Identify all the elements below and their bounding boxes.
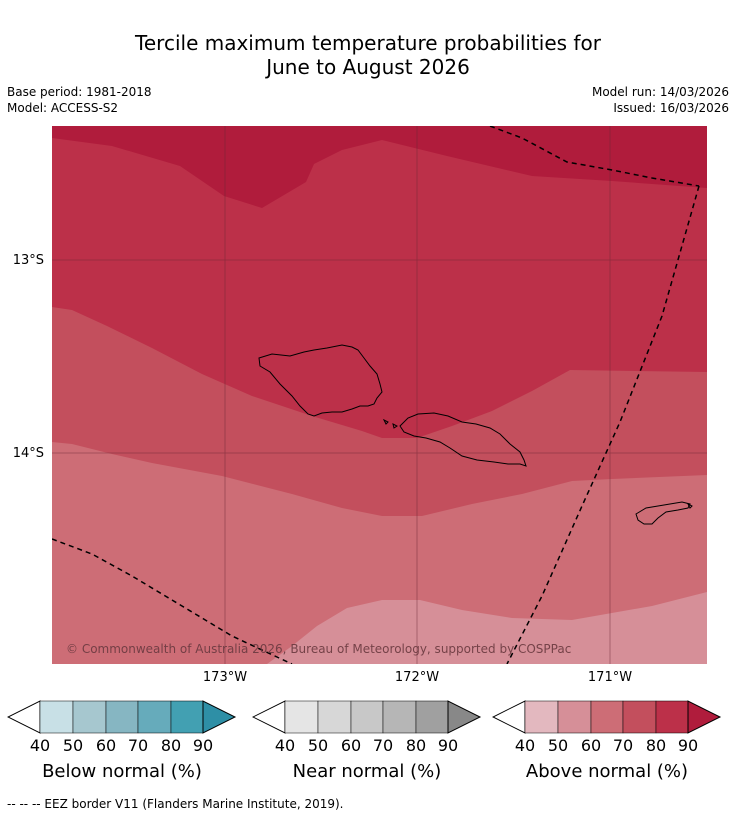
above-lower-extension: [491, 700, 526, 734]
above-bin-40-50: [524, 700, 559, 734]
map-gridlines: [52, 126, 707, 664]
below-tick: 50: [62, 736, 84, 755]
colorbar-near-normal: [251, 700, 482, 738]
near-lower-extension: [251, 700, 286, 734]
above-bin-50-60: [557, 700, 592, 734]
near-bin-70-80: [382, 700, 417, 734]
above-tick: 70: [612, 736, 634, 755]
above-tick: 80: [645, 736, 667, 755]
below-bin-80-90: [170, 700, 204, 734]
near-tick: 80: [405, 736, 427, 755]
colorbar-below-normal: [6, 700, 237, 738]
above-bin-70-80: [622, 700, 657, 734]
below-lower-extension: [6, 700, 41, 734]
below-bin-70-80: [137, 700, 172, 734]
above-bin-80-90: [655, 700, 689, 734]
near-tick: 40: [274, 736, 296, 755]
near-tick: 90: [437, 736, 459, 755]
lon-label-171w: 171°W: [587, 670, 633, 685]
below-bin-60-70: [105, 700, 139, 734]
eez-border-lines: [52, 126, 700, 664]
below-upper-extension: [202, 700, 237, 734]
issued-text: Issued: 16/03/2026: [613, 101, 729, 115]
above-tick: 90: [677, 736, 699, 755]
prob-band-50-60: [267, 592, 707, 664]
near-bin-80-90: [415, 700, 449, 734]
below-bin-50-60: [72, 700, 107, 734]
below-tick: 90: [192, 736, 214, 755]
eez-footnote: -- -- -- EEZ border V11 (Flanders Marine…: [7, 797, 344, 811]
prob-band-60-70: [52, 442, 707, 664]
near-tick: 50: [307, 736, 329, 755]
below-tick: 60: [95, 736, 117, 755]
below-normal-label: Below normal (%): [42, 761, 202, 782]
below-bin-40-50: [39, 700, 74, 734]
below-tick: 40: [29, 736, 51, 755]
savaii-island-outline: [258, 344, 383, 417]
below-tick: 80: [160, 736, 182, 755]
below-tick: 70: [127, 736, 149, 755]
above-tick: 40: [514, 736, 536, 755]
colorbar-above-normal: [491, 700, 722, 738]
lon-label-173w: 173°W: [202, 670, 248, 685]
tutuila-island-outline: [635, 501, 691, 525]
above-upper-extension: [687, 700, 722, 734]
model-run-text: Model run: 14/03/2026: [591, 85, 729, 99]
near-normal-label: Near normal (%): [292, 761, 442, 782]
model-text: Model: ACCESS-S2: [7, 101, 119, 115]
upolu-island-outline: [399, 412, 527, 467]
above-normal-label: Above normal (%): [525, 761, 689, 782]
above-tick: 60: [580, 736, 602, 755]
near-upper-extension: [447, 700, 482, 734]
above-tick: 50: [547, 736, 569, 755]
near-bin-60-70: [350, 700, 384, 734]
map-title-line-1: Tercile maximum temperature probabilitie…: [135, 31, 601, 55]
near-tick: 70: [372, 736, 394, 755]
map-title-line-2: June to August 2026: [266, 55, 470, 79]
map-copyright-text: © Commonwealth of Australia 2026, Bureau…: [66, 642, 571, 656]
base-period-text: Base period: 1981-2018: [7, 85, 152, 99]
prob-band-90-plus: [52, 126, 707, 208]
map-panel[interactable]: © Commonwealth of Australia 2026, Bureau…: [52, 126, 707, 664]
above-bin-60-70: [590, 700, 624, 734]
near-bin-40-50: [284, 700, 319, 734]
near-bin-50-60: [317, 700, 352, 734]
lon-label-172w: 172°W: [394, 670, 440, 685]
lat-label-14s: 14°S: [12, 446, 44, 461]
lat-label-13s: 13°S: [12, 253, 44, 268]
near-tick: 60: [340, 736, 362, 755]
